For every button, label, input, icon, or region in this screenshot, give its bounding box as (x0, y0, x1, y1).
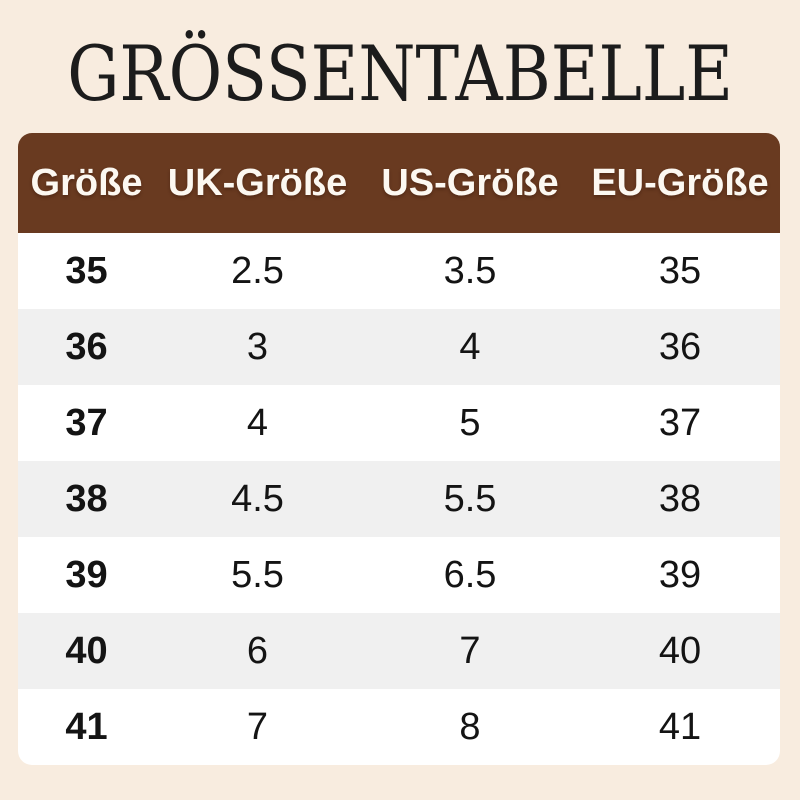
table-cell-eu: 37 (658, 401, 702, 444)
table-cell-size: 41 (65, 705, 108, 748)
table-cell-eu: 36 (658, 325, 702, 368)
table-cell-us: 7 (459, 629, 481, 672)
table-row: 40 6 7 40 (18, 613, 780, 689)
table-row: 41 7 8 41 (18, 689, 780, 765)
size-table: Größe UK-Größe US-Größe EU-Größe 35 2.5 … (18, 133, 780, 765)
header-cell-us-groesse: US-Größe (381, 161, 559, 204)
header-cell-eu-groesse: EU-Größe (591, 161, 769, 204)
table-row: 38 4.5 5.5 38 (18, 461, 780, 537)
header-cell-groesse: Größe (30, 161, 143, 204)
table-row: 37 4 5 37 (18, 385, 780, 461)
table-cell-eu: 41 (658, 705, 702, 748)
table-cell-size: 40 (65, 629, 108, 672)
title-wrap: GRÖSSENTABELLE (0, 36, 800, 112)
table-cell-size: 37 (65, 401, 108, 444)
table-cell-uk: 4 (246, 401, 269, 444)
table-cell-size: 36 (65, 325, 108, 368)
table-cell-size: 39 (65, 553, 108, 596)
table-cell-eu: 40 (658, 629, 702, 672)
table-cell-size: 38 (65, 477, 108, 520)
table-cell-uk: 5.5 (231, 553, 284, 596)
table-row: 36 3 4 36 (18, 309, 780, 385)
table-body: 35 2.5 3.5 35 36 3 4 36 37 4 5 37 38 4.5… (18, 233, 780, 765)
page-title: GRÖSSENTABELLE (67, 29, 733, 118)
table-cell-uk: 4.5 (231, 477, 284, 520)
table-cell-us: 5 (459, 401, 481, 444)
table-cell-uk: 2.5 (231, 249, 284, 292)
table-cell-us: 5.5 (443, 477, 497, 520)
table-row: 35 2.5 3.5 35 (18, 233, 780, 309)
table-cell-us: 6.5 (443, 553, 497, 596)
table-cell-us: 3.5 (443, 249, 497, 292)
table-cell-us: 8 (459, 705, 481, 748)
header-cell-uk-groesse: UK-Größe (167, 161, 348, 204)
table-cell-size: 35 (65, 249, 108, 292)
table-header-row: Größe UK-Größe US-Größe EU-Größe (18, 133, 780, 233)
table-cell-eu: 35 (658, 249, 702, 292)
table-cell-uk: 3 (246, 325, 269, 368)
table-cell-us: 4 (459, 325, 481, 368)
table-cell-uk: 6 (246, 629, 269, 672)
table-cell-eu: 39 (658, 553, 702, 596)
table-row: 39 5.5 6.5 39 (18, 537, 780, 613)
table-cell-uk: 7 (246, 705, 269, 748)
table-cell-eu: 38 (658, 477, 702, 520)
